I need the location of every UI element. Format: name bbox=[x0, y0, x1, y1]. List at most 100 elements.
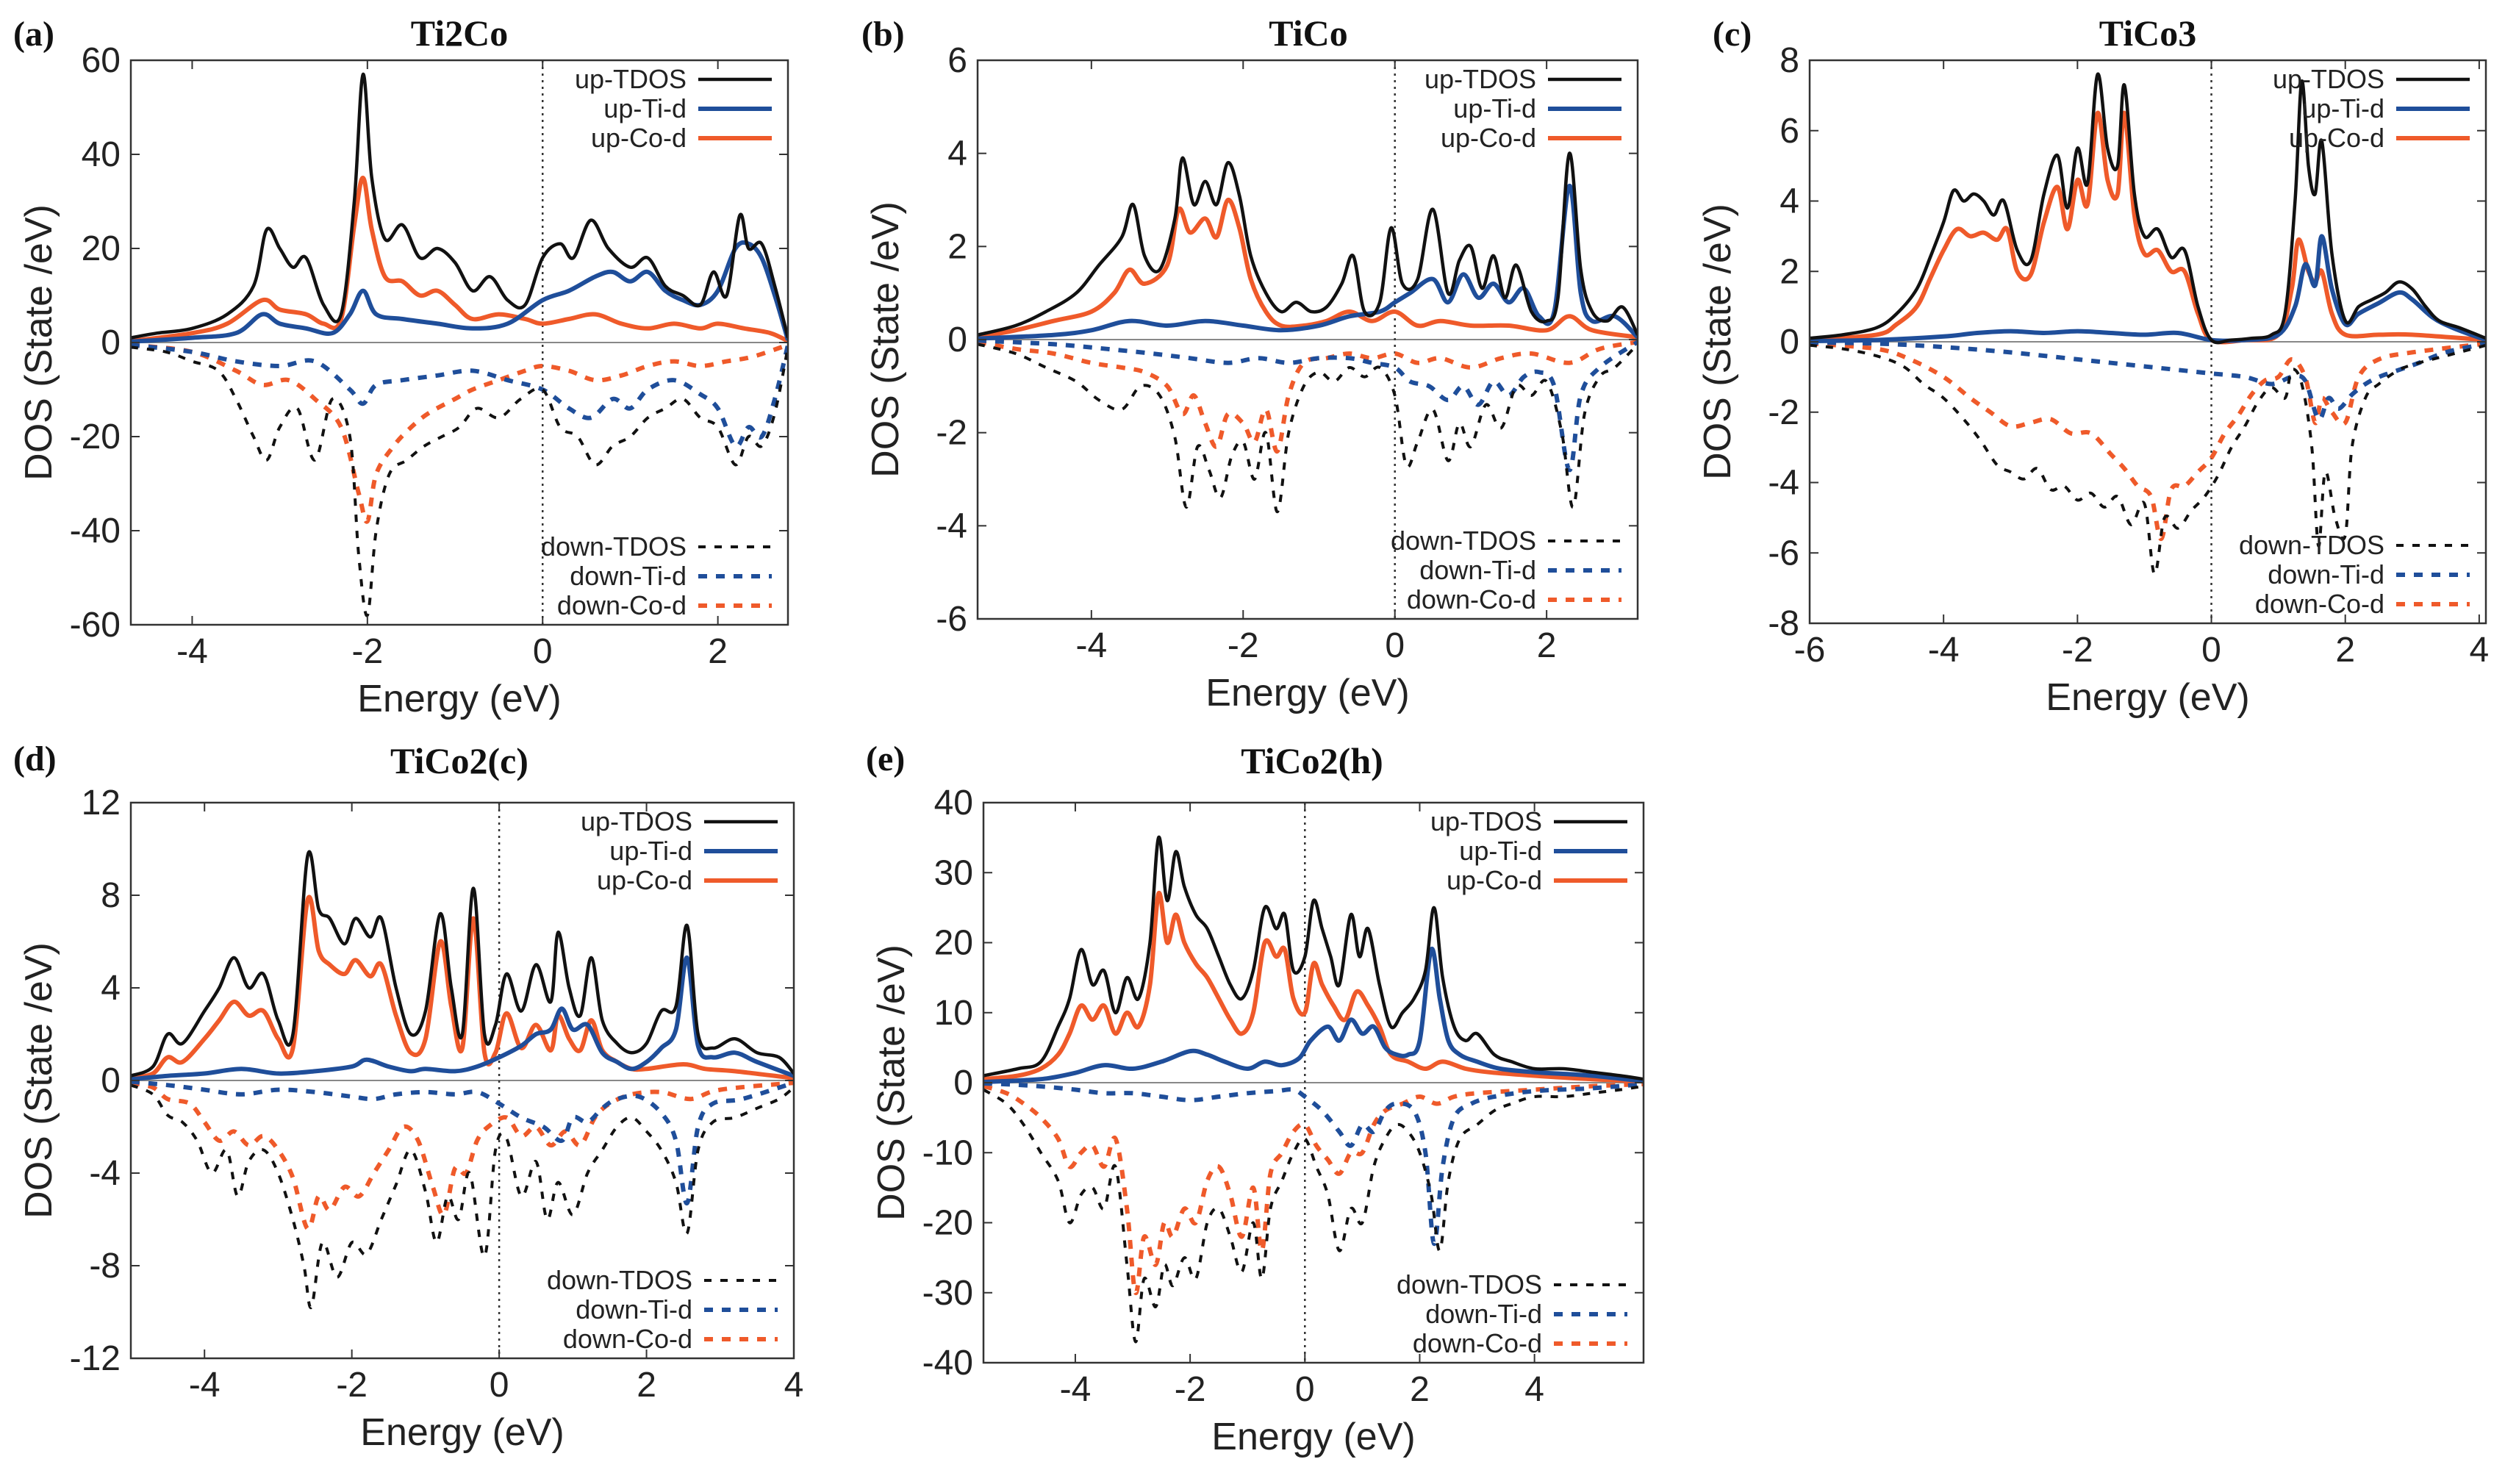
x-tick-label: -4 bbox=[1928, 631, 1960, 670]
y-tick-label: 30 bbox=[934, 853, 973, 892]
x-tick-label: 0 bbox=[533, 632, 553, 671]
y-tick-label: 4 bbox=[101, 969, 121, 1008]
panel-label: (b) bbox=[861, 15, 905, 54]
legend-up-label: up-TDOS bbox=[575, 64, 687, 94]
legend-down-label: down-Co-d bbox=[1407, 584, 1536, 614]
legend-down-label: down-Ti-d bbox=[2268, 559, 2384, 589]
x-tick-label: -2 bbox=[351, 632, 383, 671]
panel-label: (e) bbox=[866, 739, 905, 778]
legend-down-label: down-Co-d bbox=[1413, 1328, 1542, 1358]
dos-panel-2: (b) TiCo 6 4 2 0 -2 -4 -6 -4 -2 0 2 Energy (eV) DOS (S… bbox=[861, 12, 1639, 714]
y-tick-label: -8 bbox=[1768, 604, 1799, 643]
x-tick-label: 0 bbox=[1385, 626, 1405, 665]
y-tick-label: -4 bbox=[1768, 464, 1799, 503]
series-line-up-tdos bbox=[1810, 72, 2486, 345]
y-tick-label: 20 bbox=[934, 924, 973, 963]
x-axis-label: Energy (eV) bbox=[2046, 676, 2249, 719]
legend-down-label: down-TDOS bbox=[1397, 1269, 1542, 1300]
chart-title: TiCo2(c) bbox=[390, 740, 528, 781]
y-tick-label: 0 bbox=[947, 320, 967, 359]
series-group bbox=[983, 836, 1644, 1344]
panel-label: (a) bbox=[13, 15, 54, 54]
legend-up-label: up-Ti-d bbox=[1453, 93, 1536, 123]
y-tick-label: -8 bbox=[89, 1247, 121, 1286]
legend-down-label: down-Ti-d bbox=[1419, 555, 1536, 585]
y-tick-label: 6 bbox=[1780, 112, 1799, 151]
legend-up-label: up-Co-d bbox=[591, 123, 687, 153]
x-tick-label: 4 bbox=[1524, 1370, 1544, 1409]
legend-up-label: up-Co-d bbox=[2289, 123, 2384, 153]
y-tick-label: 20 bbox=[82, 229, 121, 268]
series-line-down-ti-d bbox=[131, 343, 788, 449]
y-tick-label: -20 bbox=[70, 417, 121, 456]
y-tick-label: -40 bbox=[70, 512, 121, 551]
series-group bbox=[131, 72, 788, 617]
legend-down-label: down-TDOS bbox=[1391, 526, 1536, 556]
series-line-up-tdos bbox=[978, 151, 1638, 337]
x-tick-label: -2 bbox=[336, 1366, 368, 1405]
series-line-up-tdos bbox=[983, 836, 1644, 1081]
panel-label: (c) bbox=[1713, 15, 1752, 54]
series-line-down-ti-d bbox=[1810, 340, 2486, 422]
series-line-down-ti-d bbox=[983, 1081, 1644, 1247]
chart-title: TiCo2(h) bbox=[1241, 740, 1383, 781]
dos-panel-4: (d) TiCo2(c) 12 8 4 0 -4 -8 -12 -4 -2 0 2 4 Energy (eV… bbox=[13, 739, 803, 1454]
x-tick-label: -4 bbox=[176, 632, 208, 671]
series-line-down-ti-d bbox=[131, 1079, 794, 1206]
y-tick-label: 4 bbox=[1780, 182, 1799, 221]
legend-up-label: up-TDOS bbox=[1424, 64, 1536, 94]
series-line-down-tdos bbox=[131, 1083, 794, 1309]
y-tick-label: -2 bbox=[1768, 393, 1799, 432]
x-tick-label: 2 bbox=[1410, 1370, 1430, 1409]
legend-up-label: up-Co-d bbox=[1441, 123, 1536, 153]
y-tick-label: 4 bbox=[947, 135, 967, 173]
series-line-down-tdos bbox=[131, 345, 788, 617]
y-axis-label: DOS (State /eV) bbox=[18, 204, 60, 481]
series-line-up-tdos bbox=[131, 850, 794, 1078]
legend-down-label: down-Ti-d bbox=[570, 561, 687, 591]
series-line-down-ti-d bbox=[978, 338, 1638, 473]
legend-down-label: down-TDOS bbox=[541, 531, 687, 562]
legend-up-label: up-TDOS bbox=[581, 806, 692, 836]
y-tick-label: 6 bbox=[947, 41, 967, 80]
series-line-down-tdos bbox=[983, 1084, 1644, 1344]
y-tick-label: -60 bbox=[70, 606, 121, 645]
y-tick-label: 0 bbox=[101, 1061, 121, 1100]
x-tick-label: -2 bbox=[1228, 626, 1259, 665]
series-line-up-co-d bbox=[1810, 110, 2486, 345]
y-tick-label: 12 bbox=[82, 784, 121, 822]
legend-up-label: up-TDOS bbox=[1430, 806, 1542, 836]
chart-title: TiCo bbox=[1269, 12, 1347, 54]
legend-up-label: up-Co-d bbox=[1447, 865, 1542, 895]
series-line-up-co-d bbox=[131, 175, 788, 344]
y-axis-label: DOS (State /eV) bbox=[18, 942, 60, 1219]
x-tick-label: -4 bbox=[1060, 1370, 1092, 1409]
series-line-down-co-d bbox=[1810, 341, 2486, 542]
y-tick-label: 10 bbox=[934, 994, 973, 1033]
legend-up-label: up-TDOS bbox=[2273, 64, 2384, 94]
y-tick-label: -4 bbox=[89, 1154, 121, 1193]
x-tick-label: 0 bbox=[1295, 1370, 1315, 1409]
series-line-up-co-d bbox=[131, 895, 794, 1080]
y-tick-label: -6 bbox=[1768, 534, 1799, 573]
x-tick-label: 4 bbox=[784, 1366, 804, 1405]
series-line-up-ti-d bbox=[131, 955, 794, 1082]
y-tick-label: 40 bbox=[82, 135, 121, 174]
y-axis-label: DOS (State /eV) bbox=[870, 944, 913, 1221]
legend-down-label: down-Ti-d bbox=[1425, 1299, 1542, 1329]
series-group bbox=[131, 850, 794, 1309]
legend-down-label: down-TDOS bbox=[2239, 530, 2384, 560]
x-axis-label: Energy (eV) bbox=[360, 1411, 564, 1454]
x-tick-label: -6 bbox=[1794, 631, 1826, 670]
x-axis-label: Energy (eV) bbox=[1211, 1416, 1415, 1458]
y-tick-label: -12 bbox=[70, 1339, 121, 1378]
legend-up-label: up-Ti-d bbox=[1459, 836, 1542, 866]
y-tick-label: -40 bbox=[922, 1344, 973, 1383]
y-tick-label: 2 bbox=[947, 227, 967, 266]
y-tick-label: -2 bbox=[936, 414, 967, 453]
y-axis-label: DOS (State /eV) bbox=[1696, 204, 1739, 480]
y-tick-label: -10 bbox=[922, 1133, 973, 1172]
series-group bbox=[1810, 72, 2486, 576]
